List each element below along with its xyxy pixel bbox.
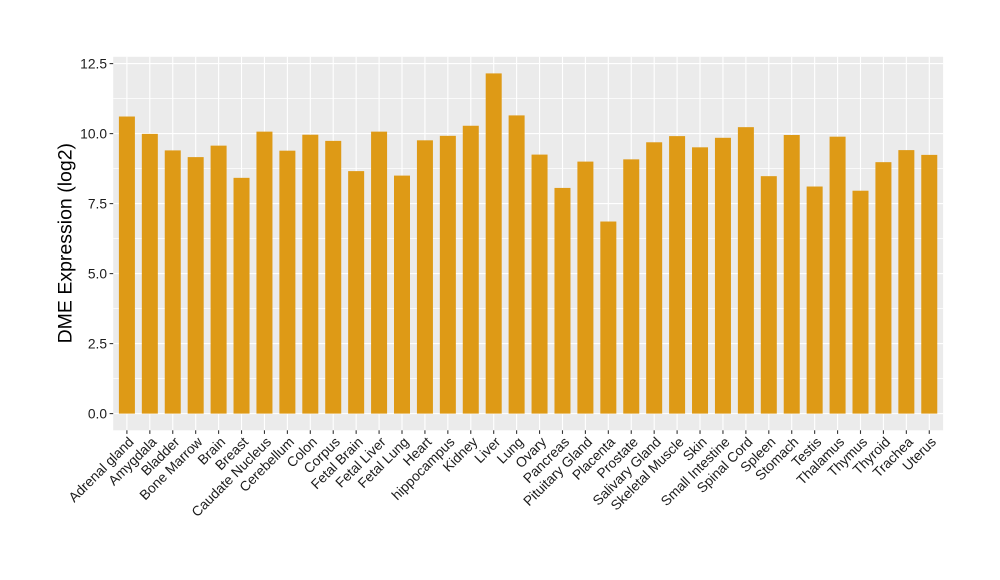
svg-text:DME Expression (log2): DME Expression (log2) [55,143,77,343]
svg-text:10.0: 10.0 [80,126,107,141]
svg-text:12.5: 12.5 [80,56,107,71]
svg-text:0.0: 0.0 [88,406,108,421]
svg-text:7.5: 7.5 [88,196,108,211]
svg-text:5.0: 5.0 [88,266,108,281]
svg-text:2.5: 2.5 [88,336,108,351]
